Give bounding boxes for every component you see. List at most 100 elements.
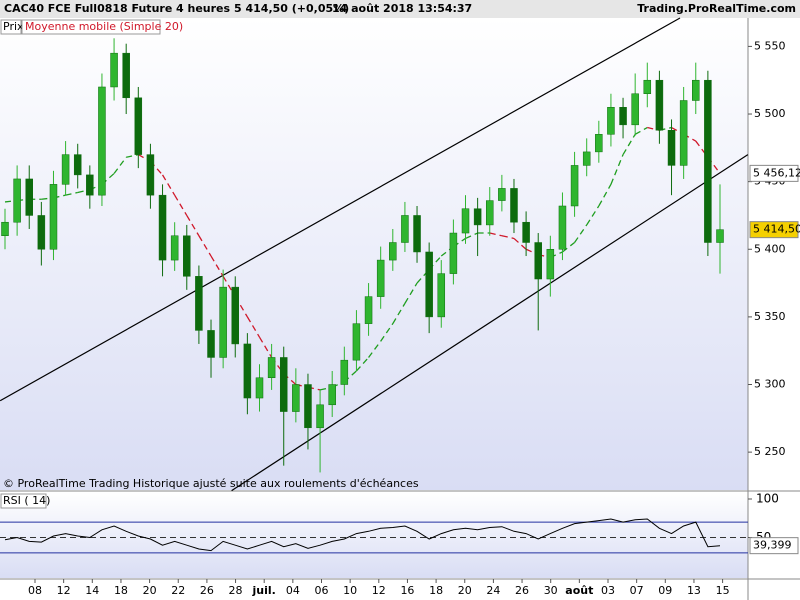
sma-segment xyxy=(246,316,261,338)
sma-segment xyxy=(161,174,176,196)
x-tick-label: 08 xyxy=(28,584,42,597)
sma-segment xyxy=(392,303,406,324)
close-price-tag: 5 414,50 xyxy=(753,223,800,236)
sma-segment xyxy=(198,235,212,257)
candle-body xyxy=(25,178,33,216)
candle-body xyxy=(425,251,433,318)
y-tick-label: 5 400 xyxy=(754,242,786,255)
candle-body xyxy=(195,276,203,331)
candle-body xyxy=(413,215,421,253)
candle-body xyxy=(582,151,591,166)
header-datetime: 14 août 2018 13:54:37 xyxy=(332,2,472,15)
sma-segment xyxy=(489,232,503,237)
header-period: 4 heures xyxy=(176,2,230,15)
sma-segment xyxy=(380,323,394,342)
price-panel xyxy=(0,18,748,490)
sma-segment xyxy=(610,154,624,185)
candle-body xyxy=(73,154,82,176)
sma-segment xyxy=(210,255,224,277)
candle-body xyxy=(170,235,179,261)
candle-body xyxy=(98,86,106,196)
candle-body xyxy=(146,154,155,196)
candle-body xyxy=(243,343,252,399)
candle-body xyxy=(692,79,700,101)
candle-body xyxy=(219,286,227,358)
candle-body xyxy=(401,215,409,243)
candle-body xyxy=(1,221,9,236)
candle-body xyxy=(328,384,336,406)
trendline xyxy=(0,17,681,402)
x-tick-label: août xyxy=(565,584,593,597)
rsi-y-tick-label: 100 xyxy=(756,492,779,506)
sma-price-tag: 5 456,12 xyxy=(753,166,800,179)
close-price-tag-box xyxy=(749,221,799,239)
x-tick-label: 18 xyxy=(429,584,443,597)
header-quote: 5 414,50 (+0,05%) xyxy=(234,2,349,15)
candle-body xyxy=(389,242,397,261)
x-tick-label: juil. xyxy=(252,584,276,597)
sma-segment xyxy=(368,340,382,358)
x-tick-label: 13 xyxy=(687,584,701,597)
candle-body xyxy=(716,229,724,243)
x-tick-label: 20 xyxy=(458,584,472,597)
candle-body xyxy=(461,208,470,234)
sma-segment xyxy=(404,282,418,304)
sma-segment xyxy=(501,235,515,240)
candle-body xyxy=(595,134,603,153)
candle-body xyxy=(570,165,579,207)
candle-body xyxy=(37,215,46,250)
header-site: Trading.ProRealTime.com xyxy=(637,2,796,15)
legend-box xyxy=(0,493,47,509)
candle-body xyxy=(376,259,385,297)
candle-body xyxy=(655,79,664,131)
candle-body xyxy=(607,107,615,135)
x-tick-label: 03 xyxy=(601,584,615,597)
sma-price-tag-box xyxy=(749,164,799,182)
candle-body xyxy=(304,384,312,429)
candle-body xyxy=(292,384,300,412)
candle-body xyxy=(122,52,130,99)
sma-segment xyxy=(258,336,273,358)
sma-segment xyxy=(186,215,200,237)
x-tick-label: 12 xyxy=(57,584,71,597)
sma-segment xyxy=(586,205,600,226)
candle-body xyxy=(522,221,530,243)
rsi-line xyxy=(4,518,721,552)
candle-body xyxy=(231,286,240,345)
candle-body xyxy=(340,359,349,385)
candle-body xyxy=(110,52,118,88)
candle-body xyxy=(352,323,361,361)
x-tick-label: 09 xyxy=(658,584,672,597)
y-tick-label: 5 300 xyxy=(754,378,786,391)
candle-body xyxy=(704,79,712,243)
y-tick-label: 5 550 xyxy=(754,39,786,52)
sma-segment xyxy=(126,153,139,158)
sma-segment xyxy=(622,133,636,155)
x-tick-label: 30 xyxy=(544,584,558,597)
candle-body xyxy=(473,208,482,226)
candle-body xyxy=(643,79,652,94)
sma-segment xyxy=(513,237,527,250)
legend-sma: Moyenne mobile (Simple 20) xyxy=(25,20,183,33)
x-tick-label: 22 xyxy=(171,584,185,597)
y-tick-label: 5 350 xyxy=(754,310,786,323)
x-tick-label: 20 xyxy=(143,584,157,597)
x-tick-label: 24 xyxy=(486,584,500,597)
x-tick-label: 28 xyxy=(229,584,243,597)
candle-body xyxy=(449,232,458,274)
candle-body xyxy=(510,188,518,223)
y-tick-label: 5 500 xyxy=(754,107,786,120)
x-tick-label: 18 xyxy=(114,584,128,597)
footnote: © ProRealTime Trading Historique ajusté … xyxy=(3,477,419,490)
candle-body xyxy=(437,273,446,318)
candle-body xyxy=(207,330,215,358)
candle-body xyxy=(13,178,21,223)
candle-body xyxy=(534,242,542,280)
candle-body xyxy=(267,357,276,378)
candle-body xyxy=(279,357,288,412)
x-tick-label: 26 xyxy=(200,584,214,597)
candle-body xyxy=(86,174,94,196)
rsi-panel xyxy=(0,492,748,578)
x-tick-label: 04 xyxy=(286,584,300,597)
